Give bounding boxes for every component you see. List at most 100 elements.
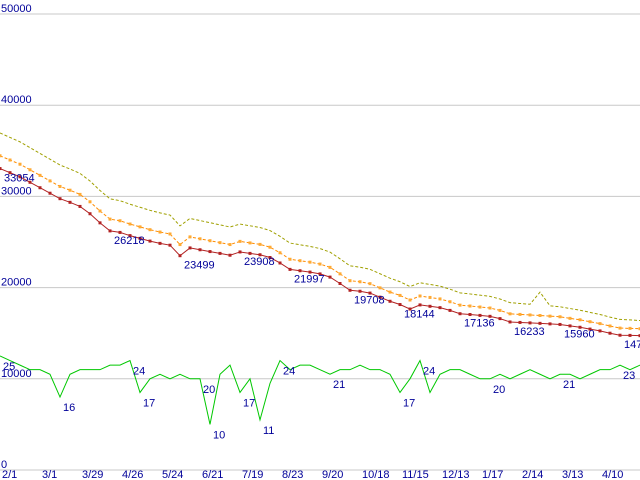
series-dash-mid-marker [358, 280, 362, 284]
series-main-marker [248, 251, 252, 255]
series-main-marker [28, 180, 32, 184]
series-dash-mid-marker [578, 318, 582, 322]
x-axis-label: 12/13 [442, 469, 470, 480]
series-main-marker [268, 256, 272, 260]
series-main-marker [338, 281, 342, 285]
series-dash-mid-marker [168, 232, 172, 236]
series-dash-mid-marker [278, 251, 282, 255]
series-main-marker [358, 289, 362, 293]
series-dash-mid-marker [558, 315, 562, 319]
series-dash-mid-marker [458, 303, 462, 307]
series-green-value-label: 17 [243, 397, 255, 409]
series-dash-mid-marker [498, 308, 502, 312]
series-green-value-label: 24 [283, 366, 295, 378]
series-green-line [0, 355, 640, 425]
series-main-value-label: 18144 [404, 309, 435, 321]
series-dash-mid-marker [518, 312, 522, 316]
series-dash-mid-marker [468, 304, 472, 308]
series-dash-mid-marker [298, 259, 302, 263]
series-dash-mid-marker [588, 320, 592, 324]
series-dash-mid-marker [628, 326, 632, 330]
y-axis-label: 30000 [1, 185, 32, 197]
series-main-marker [318, 272, 322, 276]
x-axis-label: 3/13 [562, 469, 583, 480]
series-main-line [0, 168, 640, 337]
series-main-value-label: 33054 [4, 173, 35, 185]
x-axis-label: 11/15 [402, 469, 429, 480]
series-main-marker [528, 321, 532, 325]
series-main-marker [608, 331, 612, 335]
series-green-value-label: 25 [3, 361, 15, 373]
series-green-value-label: 24 [133, 366, 145, 378]
series-dash-mid-marker [318, 262, 322, 266]
series-dash-mid-marker [28, 168, 32, 172]
series-dash-mid-marker [248, 241, 252, 245]
series-dash-mid-marker [148, 228, 152, 232]
series-green-value-label: 17 [143, 397, 155, 409]
series-dash-mid-marker [548, 314, 552, 318]
series-main-marker [328, 275, 332, 279]
series-dash-mid-marker [178, 243, 182, 247]
series-main-value-label: 23499 [184, 260, 215, 272]
series-main-marker [238, 250, 242, 254]
y-axis-label: 20000 [1, 277, 32, 289]
series-dash-mid-marker [338, 272, 342, 276]
series-dash-mid-marker [388, 290, 392, 294]
series-main-marker [468, 313, 472, 317]
series-dash-mid-marker [418, 294, 422, 298]
series-main-marker [418, 303, 422, 307]
series-dash-upper-line [0, 132, 640, 322]
series-dash-mid-marker [228, 243, 232, 247]
x-axis-label: 5/24 [162, 469, 183, 480]
series-dash-mid-marker [128, 222, 132, 226]
series-main-value-label: 19708 [354, 294, 385, 306]
x-axis-label: 7/19 [242, 469, 263, 480]
series-dash-mid-marker [18, 162, 22, 166]
series-main-marker [428, 304, 432, 308]
series-main-marker [288, 267, 292, 271]
series-main-value-label: 15960 [564, 328, 595, 340]
series-main-value-label: 26218 [114, 235, 145, 247]
series-main-marker [308, 270, 312, 274]
series-main-marker [198, 248, 202, 252]
series-green-value-label: 21 [563, 379, 575, 391]
series-main-marker [568, 324, 572, 328]
series-main-marker [148, 239, 152, 243]
series-dash-mid-marker [348, 279, 352, 283]
series-dash-mid-marker [258, 242, 262, 246]
series-dash-mid-marker [618, 326, 622, 330]
series-dash-mid-marker [218, 241, 222, 245]
series-main-marker [498, 317, 502, 321]
series-dash-mid-marker [568, 316, 572, 320]
series-dash-mid-marker [0, 154, 2, 158]
series-main-marker [618, 333, 622, 337]
series-main-marker [38, 186, 42, 190]
series-main-marker [388, 299, 392, 303]
series-dash-mid-marker [308, 260, 312, 264]
series-main-value-label: 23908 [244, 256, 275, 268]
series-main-marker [558, 322, 562, 326]
series-dash-mid-marker [598, 322, 602, 326]
series-main-marker [178, 254, 182, 258]
x-axis-label: 1/17 [482, 469, 503, 480]
series-main-marker [508, 320, 512, 324]
series-main-marker [578, 325, 582, 329]
series-dash-mid-marker [98, 209, 102, 213]
x-axis-label: 2/1 [2, 469, 17, 480]
series-dash-mid-marker [288, 257, 292, 261]
series-main-marker [638, 334, 640, 338]
series-main-marker [298, 269, 302, 273]
series-main-marker [218, 251, 222, 255]
series-dash-mid-marker [608, 324, 612, 328]
x-axis-label: 3/29 [82, 469, 103, 480]
series-dash-mid-marker [488, 306, 492, 310]
series-main-marker [588, 327, 592, 331]
series-dash-mid-marker [78, 192, 82, 196]
series-green-value-label: 21 [333, 379, 345, 391]
series-dash-mid-marker [238, 239, 242, 243]
series-dash-mid-marker [38, 173, 42, 177]
series-dash-mid-marker [88, 200, 92, 204]
series-main-marker [188, 246, 192, 250]
series-green-value-label: 24 [423, 366, 435, 378]
series-main-marker [228, 253, 232, 257]
